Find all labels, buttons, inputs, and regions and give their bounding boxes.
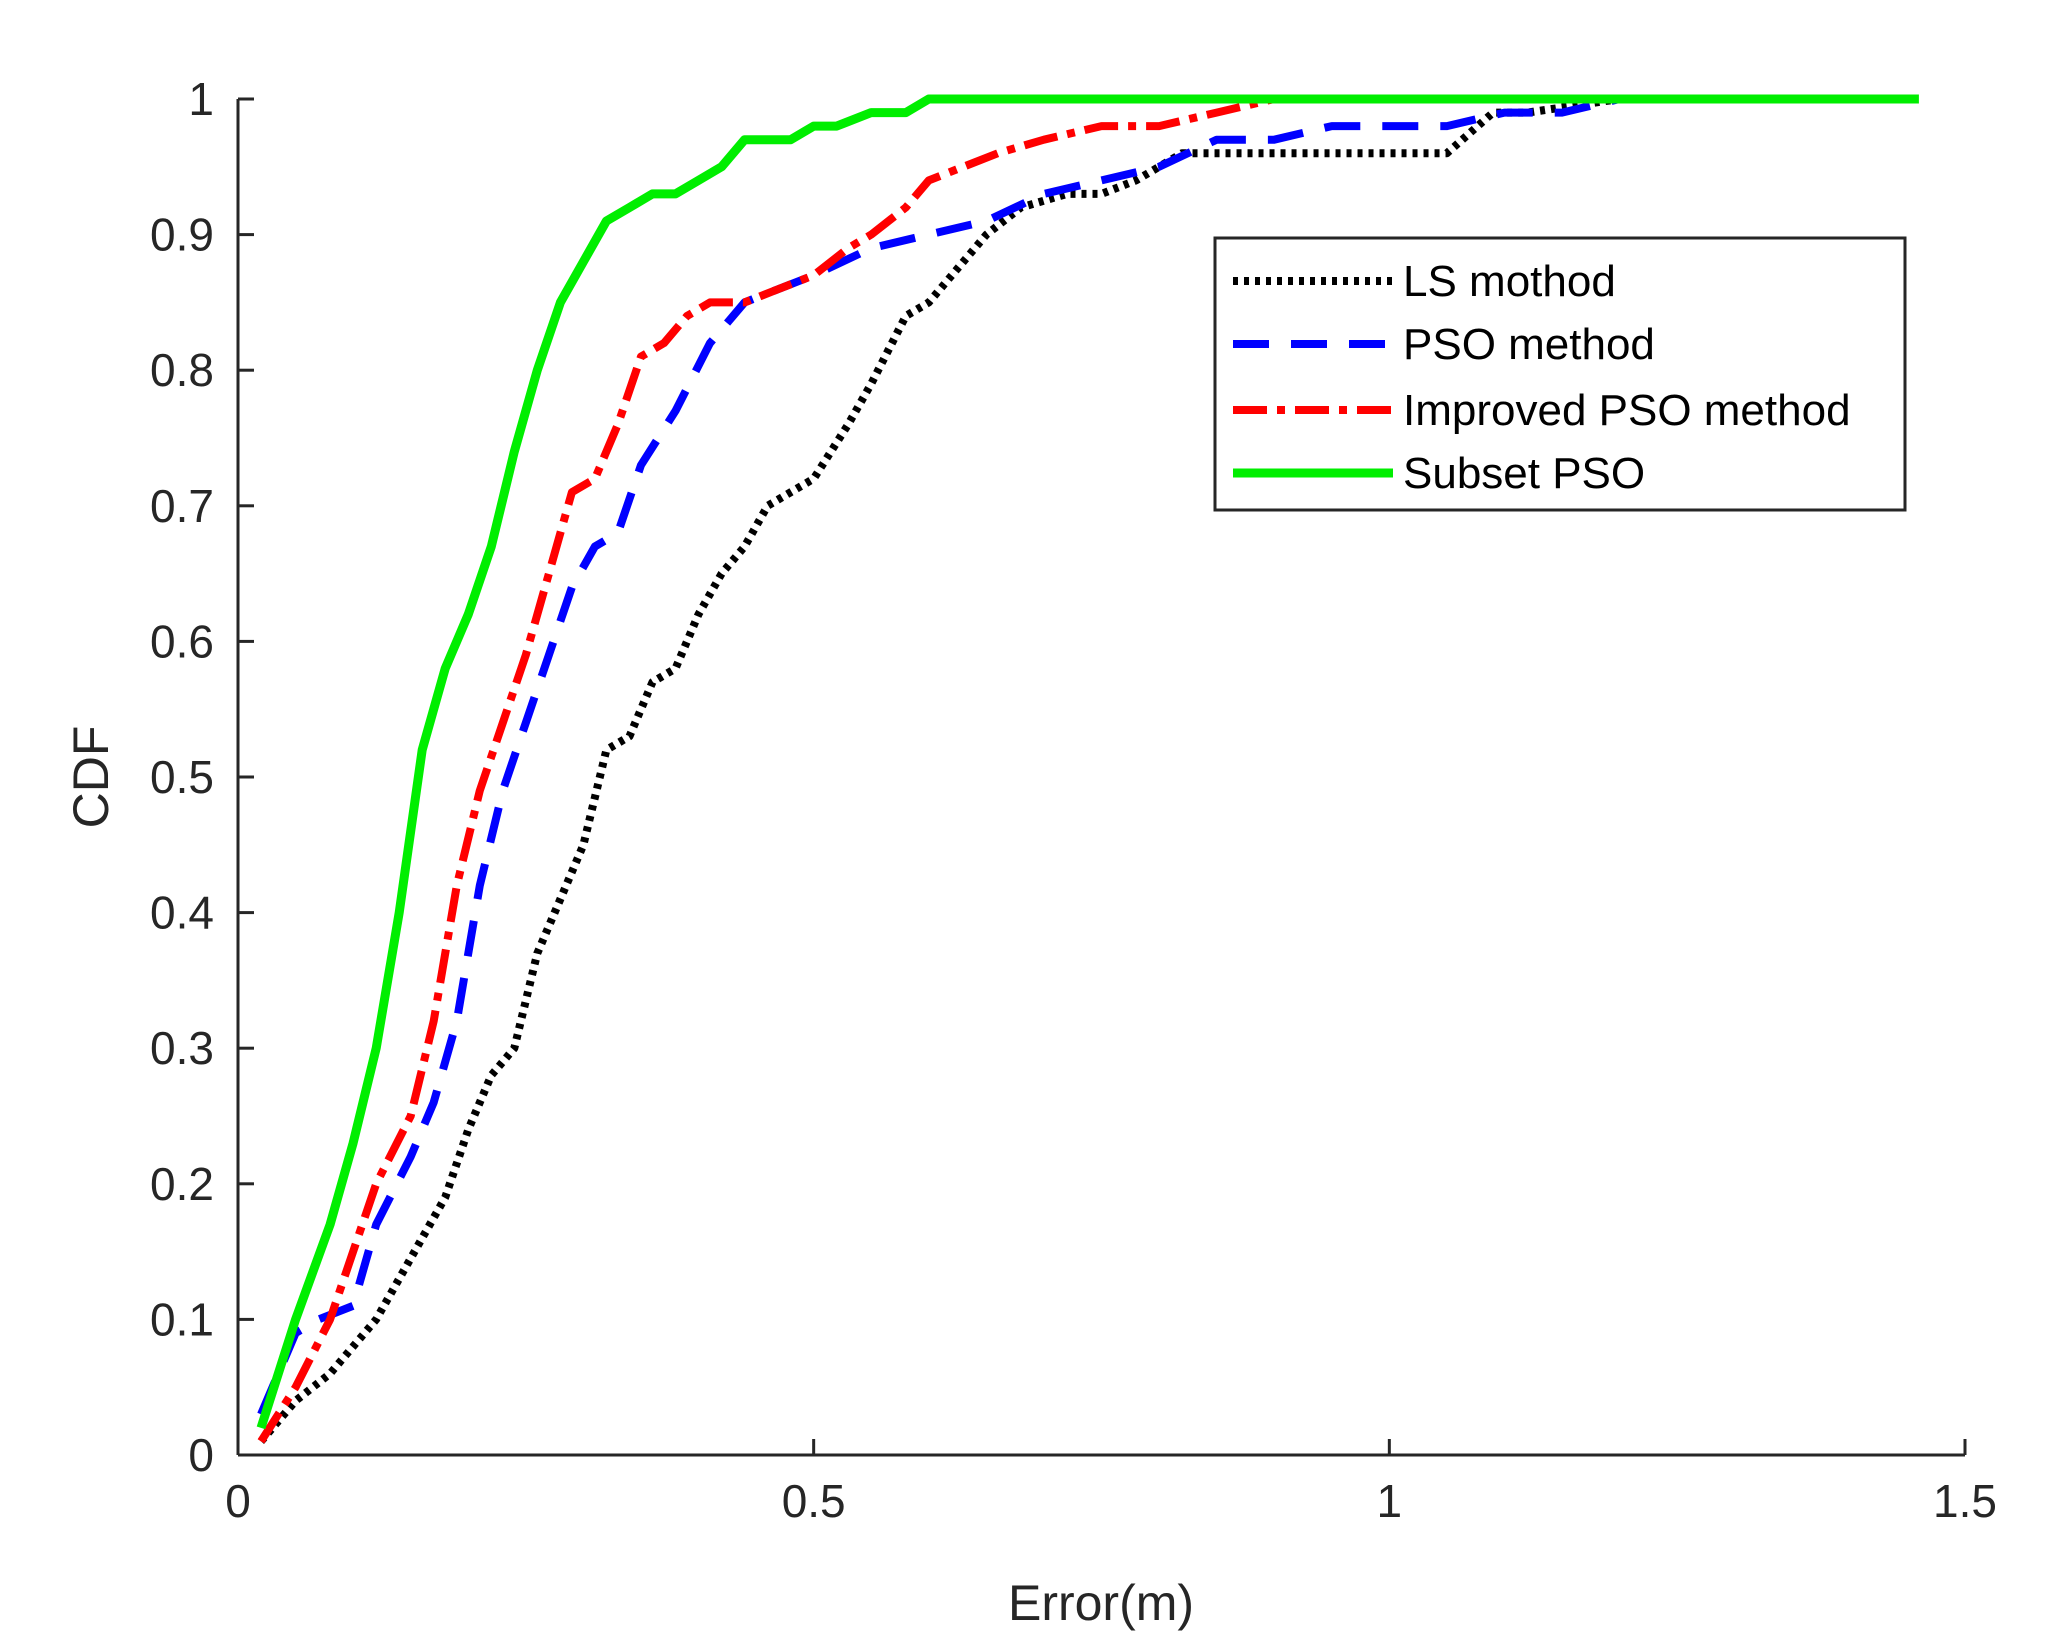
x-tick-label: 0.5 [782, 1475, 846, 1527]
series-line-pso-method [257, 95, 1621, 1416]
y-tick-label: 0.3 [150, 1022, 214, 1074]
y-tick-label: 0.6 [150, 615, 214, 667]
y-axis-title: CDF [63, 726, 119, 829]
series-line-improved-pso-method [257, 95, 1276, 1444]
y-tick-label: 0.2 [150, 1158, 214, 1210]
y-tick-label: 0.4 [150, 887, 214, 939]
y-tick-label: 1 [188, 73, 214, 125]
y-ticks: 0 0.1 0.2 0.3 0.4 0.5 0.6 0.7 0.8 0.9 1 [150, 73, 254, 1481]
y-tick-label: 0.1 [150, 1293, 214, 1345]
x-tick-label: 0 [225, 1475, 251, 1527]
legend-label-ls-mothod: LS mothod [1403, 257, 1616, 306]
y-tick-label: 0.8 [150, 344, 214, 396]
legend-label-improved-pso-method: Improved PSO method [1403, 386, 1851, 435]
legend: LS mothod PSO method Improved PSO method… [1213, 236, 1907, 512]
legend-label-subset-pso: Subset PSO [1403, 449, 1645, 498]
series-line-subset-pso [256, 94, 1919, 1430]
y-tick-label: 0 [188, 1429, 214, 1481]
series-line-ls-mothod [257, 95, 1908, 1444]
x-ticks: 0 0.5 1 1.5 [225, 1439, 1997, 1527]
x-tick-label: 1.5 [1933, 1475, 1997, 1527]
x-axis-title: Error(m) [1008, 1575, 1194, 1631]
legend-box [1213, 236, 1907, 512]
y-tick-label: 0.9 [150, 209, 214, 261]
y-tick-label: 0.7 [150, 480, 214, 532]
series-lines [256, 94, 1919, 1444]
legend-label-pso-method: PSO method [1403, 320, 1655, 369]
x-tick-label: 1 [1377, 1475, 1403, 1527]
y-tick-label: 0.5 [150, 751, 214, 803]
